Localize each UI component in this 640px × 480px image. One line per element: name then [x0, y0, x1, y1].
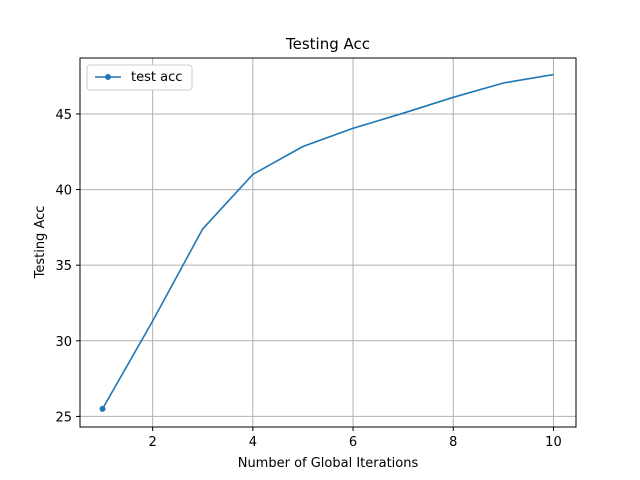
- legend-label: test acc: [131, 70, 182, 85]
- series-group: [99, 72, 556, 412]
- y-tick-label: 25: [55, 410, 72, 425]
- x-axis-ticks: 2 4 6 8 10: [149, 427, 562, 450]
- legend: test acc: [86, 64, 193, 91]
- x-tick-label: 6: [349, 435, 357, 450]
- series-line-test-acc: [101, 73, 554, 410]
- data-point: [350, 125, 356, 131]
- data-point: [200, 226, 206, 232]
- y-tick-label: 35: [55, 259, 72, 274]
- data-point: [300, 143, 306, 149]
- chart-title: Testing Acc: [285, 35, 370, 53]
- data-point: [500, 80, 506, 86]
- legend-box: [86, 64, 193, 91]
- data-point: [250, 171, 256, 177]
- x-tick-label: 8: [449, 435, 457, 450]
- y-axis-label: Testing Acc: [33, 206, 48, 280]
- grid-lines: [80, 58, 576, 427]
- x-axis-label: Number of Global Iterations: [238, 456, 419, 471]
- plot-frame: [79, 57, 577, 428]
- y-axis-ticks: 25 30 35 40 45: [55, 108, 80, 425]
- y-tick-label: 30: [55, 335, 72, 350]
- x-tick-label: 4: [249, 435, 257, 450]
- data-point: [400, 110, 406, 116]
- legend-marker: [105, 74, 111, 80]
- data-point: [550, 72, 556, 78]
- data-point: [150, 318, 156, 324]
- x-tick-label: 10: [545, 435, 562, 450]
- y-tick-label: 40: [55, 184, 72, 199]
- x-tick-label: 2: [149, 435, 157, 450]
- y-tick-label: 45: [55, 108, 72, 123]
- data-point: [99, 405, 106, 412]
- data-point: [450, 94, 456, 100]
